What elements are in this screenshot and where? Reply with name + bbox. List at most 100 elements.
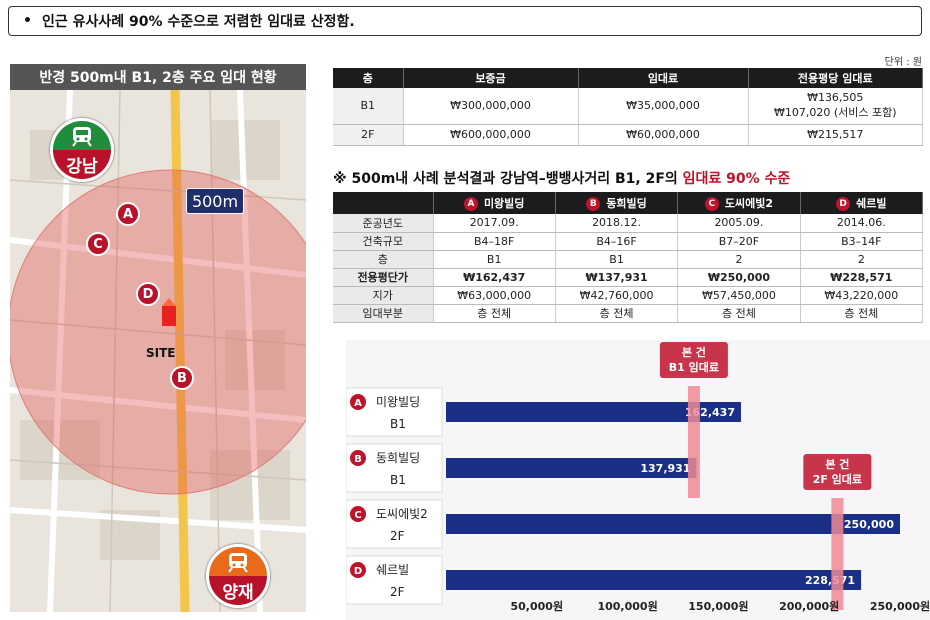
category-name: 미왕빌딩: [376, 395, 420, 409]
unit-label: 단위 : 원: [884, 57, 922, 68]
deposit-cell: ₩300,000,000: [403, 88, 579, 125]
map-panel: 반경 500m내 B1, 2층 주요 임대 현황: [10, 64, 306, 612]
table-row: 지가 ₩63,000,000 ₩42,760,000 ₩57,450,000 ₩…: [333, 286, 924, 305]
table-row: 층 B1 B1 2 2: [333, 250, 924, 269]
per-pyeong-cell: ₩215,517: [748, 124, 923, 146]
per-pyeong-note: ₩107,020 (서비스 포함): [773, 106, 897, 120]
category-marker: [350, 394, 366, 410]
station-name: 강남: [53, 150, 111, 179]
reference-callout: [803, 454, 872, 490]
table-row: 임대부분 층 전체 층 전체 층 전체 층 전체: [333, 304, 924, 323]
station-yangjae[interactable]: 양재: [206, 544, 270, 608]
building-name: 미왕빌딩: [483, 197, 525, 210]
marker-badge: A: [463, 197, 478, 211]
bar: [446, 570, 862, 590]
table-header: 전용평당 임대료: [748, 68, 923, 88]
comparison-table: A 미왕빌딩 B 동희빌딩 C 도씨에빛2 D 쉐르빌 준공년도 2017.09. 20…: [333, 192, 924, 323]
category-name: 쉐르빌: [376, 563, 409, 577]
row-label: 전용평단가: [333, 268, 434, 287]
marker-b[interactable]: B: [170, 366, 194, 390]
marker-badge: B: [586, 197, 601, 211]
table-row: 건축규모 B4–18F B4–16F B7–20F B3–14F: [333, 232, 924, 251]
category-marker-label: D: [354, 566, 362, 577]
table-row: 준공년도 2017.09. 2018.12. 2005.09. 2014.06.: [333, 214, 924, 233]
bar-value-label: 137,931: [640, 462, 690, 475]
table-header-row: A 미왕빌딩 B 동희빌딩 C 도씨에빛2 D 쉐르빌: [333, 192, 924, 214]
summary-banner: • 인근 유사사례 90% 수준으로 저렴한 임대료 산정함.: [8, 6, 922, 36]
radius-badge: 500m: [186, 188, 244, 214]
headline-highlight: 임대료 90% 수준: [682, 171, 791, 187]
x-tick-label: 200,000원: [779, 599, 839, 613]
row-label: 지가: [333, 286, 434, 305]
x-tick-label: 250,000원: [870, 599, 930, 613]
table-row: 전용평단가 ₩162,437 ₩137,931 ₩250,000 ₩228,57…: [333, 268, 924, 287]
category-floor: 2F: [390, 529, 405, 543]
table-cell: 2005.09.: [677, 214, 801, 233]
bar: [446, 514, 900, 534]
station-name: 양재: [209, 576, 267, 605]
table-cell: 2014.06.: [800, 214, 924, 233]
row-label: 임대부분: [333, 304, 434, 323]
table-cell: 층 전체: [677, 304, 801, 323]
table-cell: ₩43,220,000: [800, 286, 924, 305]
table-cell: 2018.12.: [555, 214, 679, 233]
table-cell: ₩137,931: [555, 268, 679, 287]
building-name: 동희빌딩: [606, 197, 647, 210]
row-label: 층: [333, 250, 434, 269]
site-label: SITE: [146, 346, 176, 360]
marker-c[interactable]: C: [86, 232, 110, 256]
floor-cell: B1: [333, 88, 404, 125]
station-gangnam[interactable]: 강남: [50, 118, 114, 182]
table-header: 층: [333, 68, 404, 88]
map-canvas[interactable]: 500m 강남 양재 A B C D SITE: [10, 89, 306, 612]
rent-cell: ₩35,000,000: [578, 88, 749, 125]
table-cell: 2017.09.: [433, 214, 556, 233]
rent-cell: ₩60,000,000: [578, 124, 749, 146]
subway-icon: [53, 121, 111, 150]
table-header: 임대료: [578, 68, 749, 88]
category-marker-label: A: [354, 398, 362, 409]
category-floor: B1: [390, 417, 406, 431]
marker-badge: D: [836, 197, 851, 211]
category-marker-label: C: [354, 510, 361, 521]
x-tick-label: 150,000원: [688, 599, 748, 613]
building-name: 도씨에빛2: [724, 197, 773, 210]
table-cell: ₩57,450,000: [677, 286, 801, 305]
table-cell: 2: [677, 250, 801, 269]
category-marker: [350, 450, 366, 466]
building-name: 쉐르빌: [856, 197, 887, 210]
headline-prefix: ※ 500m내 사례 분석결과 강남역–뱅뱅사거리 B1, 2F의: [333, 171, 683, 187]
marker-d[interactable]: D: [136, 282, 160, 306]
category-name: 도씨에빛2: [376, 507, 428, 521]
row-label: 건축규모: [333, 232, 434, 251]
category-marker-label: B: [354, 454, 362, 465]
summary-text: 인근 유사사례 90% 수준으로 저렴한 임대료 산정함.: [41, 14, 355, 30]
table-cell: B3–14F: [800, 232, 924, 251]
table-cell: B4–16F: [555, 232, 679, 251]
reference-line: [687, 386, 700, 498]
category-floor: B1: [390, 473, 406, 487]
table-header-c: C 도씨에빛2: [677, 192, 801, 214]
bar: [446, 458, 697, 478]
row-label: 준공년도: [333, 214, 434, 233]
bar: [446, 402, 741, 422]
map-title: 반경 500m내 B1, 2층 주요 임대 현황: [10, 64, 306, 90]
table-cell: B1: [555, 250, 679, 269]
category-floor: 2F: [390, 585, 405, 599]
rent-comparison-chart: A 미왕빌딩 B1 162,437 B 동희빌딩 B1 137,931 C 도씨에빛2 2F 250,…: [346, 340, 930, 620]
table-cell: B1: [433, 250, 556, 269]
reference-label-line1: 본 건: [682, 345, 706, 359]
table-cell: 2: [800, 250, 924, 269]
table-cell: B4–18F: [433, 232, 556, 251]
table-cell: ₩250,000: [677, 268, 801, 287]
table-cell: 층 전체: [433, 304, 556, 323]
table-header-blank: [333, 192, 434, 214]
x-tick-label: 100,000원: [597, 599, 657, 613]
table-header-row: 층 보증금 임대료 전용평당 임대료: [333, 68, 923, 88]
table-cell: B7–20F: [677, 232, 801, 251]
reference-line: [831, 498, 844, 610]
floor-cell: 2F: [333, 124, 404, 146]
per-pyeong-cell: ₩136,505 ₩107,020 (서비스 포함): [748, 88, 923, 125]
table-cell: ₩42,760,000: [555, 286, 679, 305]
marker-a[interactable]: A: [116, 202, 140, 226]
